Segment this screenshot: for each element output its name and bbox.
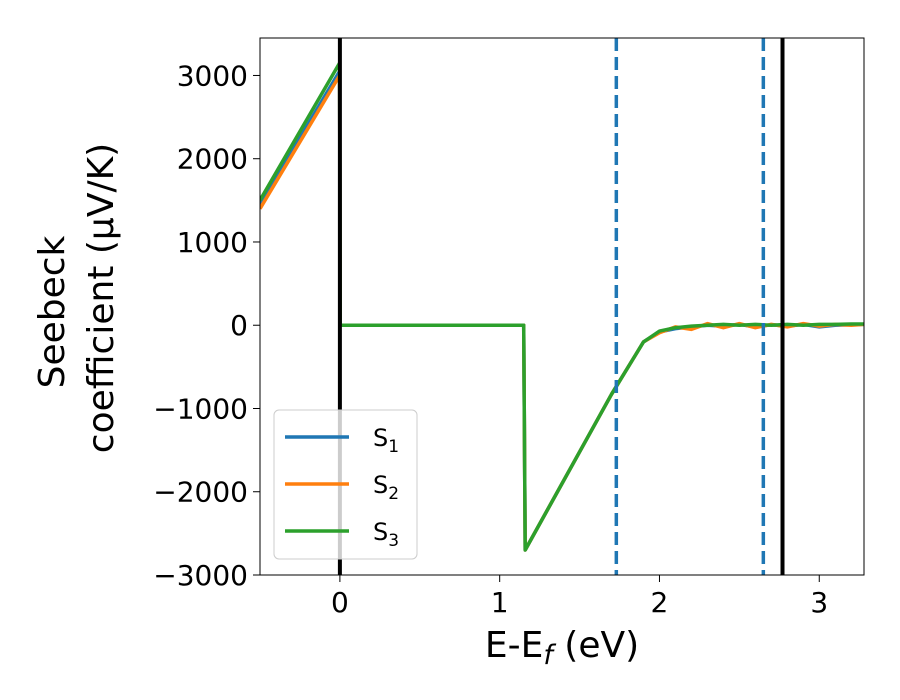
ticks-layer: 0 1 2 3 3000 2000 1000 0 −1000 −2000 −3000 bbox=[153, 59, 828, 619]
y-tick-label: −3000 bbox=[153, 559, 248, 592]
legend-items: S1 S2 S3 bbox=[285, 424, 399, 551]
y-tick-label: 2000 bbox=[177, 143, 248, 176]
x-axis-title: E-Ef (eV) bbox=[485, 625, 639, 671]
y-tick-label: −1000 bbox=[153, 392, 248, 425]
y-tick-label: 3000 bbox=[177, 59, 248, 92]
x-tick-label: 1 bbox=[491, 586, 509, 619]
y-tick-label: 0 bbox=[230, 309, 248, 342]
legend-label-s2: S2 bbox=[373, 471, 399, 504]
x-tick-label: 2 bbox=[651, 586, 669, 619]
plot-area-frame bbox=[259, 37, 865, 576]
x-tick-label: 0 bbox=[331, 586, 349, 619]
plot-series-layer bbox=[260, 38, 864, 575]
y-tick-label: −2000 bbox=[153, 476, 248, 509]
legend: S1 S2 S3 bbox=[273, 409, 418, 560]
x-tick-label: 3 bbox=[810, 586, 828, 619]
y-axis-title-line-1: Seebeck bbox=[32, 235, 73, 388]
legend-label-s3: S3 bbox=[373, 518, 399, 551]
y-tick-label: 1000 bbox=[177, 226, 248, 259]
legend-label-s1: S1 bbox=[373, 424, 399, 457]
series-line-s3 bbox=[260, 61, 864, 552]
y-axis-title-line-2: coefficient (μV/K) bbox=[81, 143, 122, 453]
